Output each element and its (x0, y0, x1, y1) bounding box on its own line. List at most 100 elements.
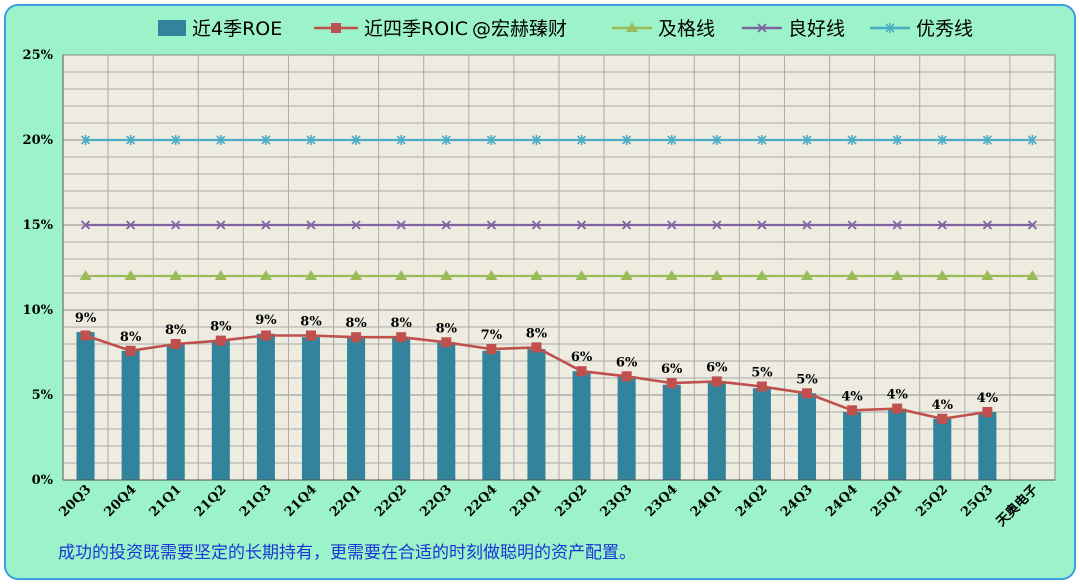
pass-line-point (79, 270, 92, 280)
x-tick-label: 22Q3 (417, 482, 455, 520)
excellent-line-point (937, 135, 947, 145)
pass-line-point (214, 270, 227, 280)
good-line-point (892, 220, 902, 230)
data-label: 9% (75, 311, 97, 326)
x-tick-label: 21Q1 (147, 482, 185, 520)
x-tick-label: 23Q3 (598, 482, 636, 520)
roic-point (351, 332, 362, 343)
roic-point (331, 23, 341, 33)
roe-bar (662, 384, 681, 480)
roe-bar (707, 381, 726, 480)
legend-label: 近四季ROIC (364, 18, 468, 40)
roic-point (125, 345, 136, 356)
excellent-line-point (576, 135, 587, 145)
excellent-line-point (982, 135, 992, 145)
good-line-point (667, 220, 677, 230)
excellent-line-point (261, 135, 271, 145)
roe-bar (933, 418, 952, 480)
x-tick-label: 21Q3 (237, 482, 275, 520)
roic-point (937, 413, 948, 424)
pass-line-point (440, 270, 453, 280)
excellent-line-point (216, 135, 226, 145)
roe-bar (392, 337, 411, 480)
data-label: 4% (886, 388, 908, 403)
data-label: 8% (436, 321, 458, 336)
data-label: 9% (255, 313, 277, 328)
data-label: 4% (932, 398, 954, 413)
excellent-line-point (847, 135, 857, 145)
excellent-line-point (802, 135, 812, 145)
y-tick-label: 20% (23, 133, 54, 148)
roe-bar (888, 408, 907, 480)
pass-line-point (620, 270, 633, 280)
data-label: 6% (706, 360, 728, 375)
good-line-point (125, 220, 136, 230)
roic-point (486, 344, 497, 355)
excellent-line-point (126, 135, 136, 145)
roic-point (666, 378, 677, 389)
data-label: 4% (841, 389, 863, 404)
roe-bar (437, 342, 456, 480)
roe-bar (572, 371, 591, 480)
pass-line-point (981, 270, 994, 280)
y-tick-label: 10% (23, 303, 54, 318)
data-labels: 9% 8% 8% 8% 9% 8% 8% 8% 8% 7% 8% 6% 6% 6% 6% 5% 5% 4% 4% 4%… (75, 311, 999, 413)
x-tick-label: 22Q4 (462, 482, 500, 520)
good-line-point (261, 220, 271, 230)
data-label: 8% (120, 330, 142, 345)
data-label: 6% (661, 362, 683, 377)
x-tick-label: 20Q4 (102, 482, 140, 520)
roe-bar (843, 412, 862, 480)
pass-line-point (665, 270, 678, 280)
y-tick-label: 0% (32, 473, 54, 488)
y-tick-label: 15% (23, 218, 54, 233)
roe-bar (797, 393, 817, 480)
good-line-point (306, 220, 316, 230)
pass-line-point (530, 270, 543, 280)
good-line-point (982, 220, 993, 230)
data-label: 7% (481, 328, 503, 343)
roe-bar (978, 412, 997, 480)
pass-line-point (626, 22, 638, 32)
data-label: 8% (390, 316, 412, 331)
roic-point (441, 337, 452, 348)
good-line-point (847, 220, 857, 230)
roic-point (531, 342, 542, 353)
roe-bar (256, 333, 275, 480)
legend-label: 近4季ROE (192, 18, 282, 40)
good-line-point (576, 220, 587, 230)
x-tick-label: 24Q3 (778, 482, 816, 520)
pass-line-point (485, 270, 498, 280)
roic-point (847, 405, 858, 416)
roic-point (711, 376, 722, 387)
good-line-point (531, 220, 542, 230)
chart-legend: 近4季ROE 近四季ROIC 及格线 良好线 优秀线 @宏赫臻财 (158, 18, 973, 40)
pass-line-point (891, 270, 904, 280)
excellent-line-point (441, 135, 451, 145)
chart-lines (79, 135, 1039, 424)
roic-point (892, 403, 903, 414)
good-line-point (937, 220, 947, 230)
roic-point (170, 339, 181, 349)
legend-swatch (158, 20, 186, 36)
roic-point (576, 366, 587, 377)
data-label: 8% (165, 323, 187, 338)
excellent-line-point (486, 135, 496, 145)
y-axis: 0% 5% 10% 15% 20% 25% (23, 48, 64, 488)
good-line-point (757, 220, 767, 230)
x-tick-label: 24Q2 (733, 482, 771, 520)
data-label: 6% (571, 350, 593, 365)
x-tick-label: 24Q1 (688, 482, 726, 520)
excellent-line-point (885, 23, 895, 33)
pass-line-point (1026, 270, 1039, 280)
good-line-point (486, 220, 497, 230)
x-tick-label: 25Q1 (868, 482, 906, 520)
good-line-point (351, 220, 361, 230)
roe-bar (752, 388, 771, 480)
roic-point (802, 388, 812, 399)
good-line-point (441, 220, 451, 230)
excellent-line-point (171, 135, 181, 145)
good-line-point (80, 220, 91, 230)
good-line-point (216, 220, 226, 230)
data-label: 5% (796, 372, 818, 387)
